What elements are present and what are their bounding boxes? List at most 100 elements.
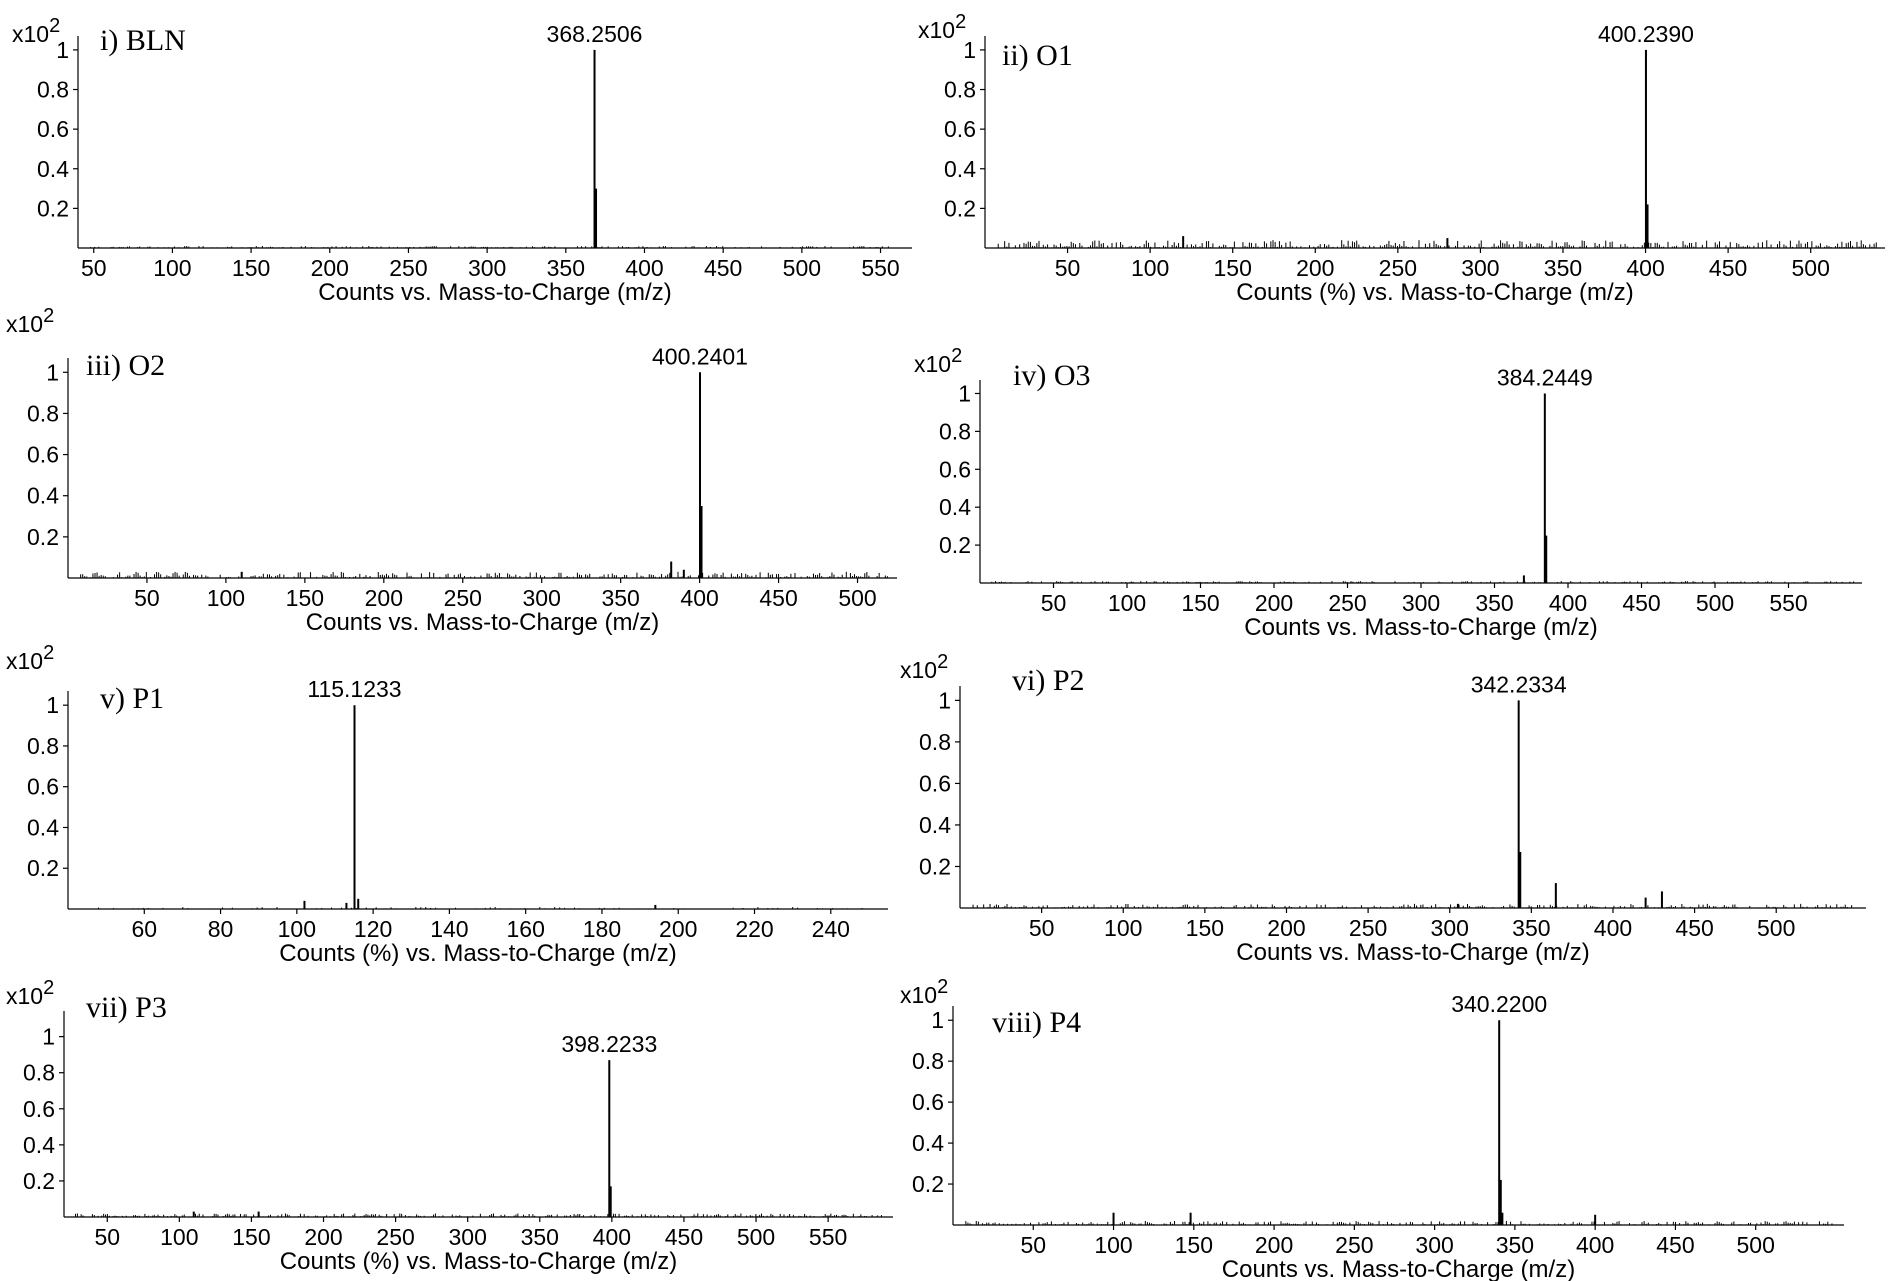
x-tick-label: 550 [861,255,899,281]
x-tick-label: 400 [625,255,663,281]
y-tick-label: 0.8 [919,729,951,755]
x-tick-label: 50 [1055,255,1081,281]
base-peak-label: 398.2233 [561,1031,657,1057]
y-tick-label: 1 [938,687,951,713]
x-tick-label: 300 [523,585,561,611]
panel-label: iv) O3 [1013,359,1091,392]
x-tick-label: 150 [1214,255,1252,281]
x-tick-label: 500 [1696,590,1734,616]
x-tick-label: 400 [1576,1232,1614,1258]
x-tick-label: 250 [444,585,482,611]
y-tick-label: 0.4 [912,1130,944,1156]
y-tick-label: 1 [56,37,69,63]
y-tick-label: 0.4 [37,156,69,182]
x-tick-label: 350 [1475,590,1513,616]
x-tick-label: 140 [430,916,468,942]
y-tick-label: 0.6 [944,116,976,142]
x-tick-label: 300 [1402,590,1440,616]
x-tick-label: 450 [665,1224,703,1250]
base-peak-label: 115.1233 [307,676,401,702]
x-tick-label: 150 [1181,590,1219,616]
noise-peaks [997,240,1877,248]
x-tick-label: 200 [1267,915,1305,941]
noise-peaks [991,581,1855,583]
x-tick-label: 500 [1737,1232,1775,1258]
x-tick-label: 350 [547,255,585,281]
x-tick-label: 450 [1656,1232,1694,1258]
y-tick-label: 0.2 [37,195,69,221]
x-tick-label: 100 [1094,1232,1132,1258]
x-tick-label: 80 [208,916,234,942]
x-tick-label: 250 [1349,915,1387,941]
y-tick-label: 0.8 [37,77,69,103]
y-tick-label: 0.4 [23,1132,55,1158]
x-tick-label: 300 [448,1224,486,1250]
y-tick-label: 0.6 [939,456,971,482]
x-tick-label: 100 [160,1224,198,1250]
x-tick-label: 300 [1431,915,1469,941]
y-scale-label: x102 [6,305,54,337]
x-tick-label: 50 [94,1224,120,1250]
y-tick-label: 0.6 [919,770,951,796]
x-tick-label: 50 [134,585,160,611]
panel-label: ii) O1 [1002,39,1073,72]
x-tick-label: 250 [389,255,427,281]
x-axis-title: Counts vs. Mass-to-Charge (m/z) [1222,1256,1575,1281]
y-tick-label: 0.6 [23,1096,55,1122]
x-tick-label: 300 [468,255,506,281]
y-tick-label: 0.2 [919,853,951,879]
y-tick-label: 0.8 [27,733,59,759]
y-tick-label: 1 [931,1007,944,1033]
x-tick-label: 500 [1792,255,1830,281]
x-tick-label: 500 [838,585,876,611]
panel-label: i) BLN [100,24,186,57]
x-tick-label: 160 [506,916,544,942]
x-axis-title: Counts (%) vs. Mass-to-Charge (m/z) [280,1248,677,1275]
base-peak-label: 340.2200 [1451,991,1547,1017]
x-tick-label: 350 [1496,1232,1534,1258]
x-tick-label: 150 [286,585,324,611]
y-tick-label: 0.6 [37,116,69,142]
panel-label: v) P1 [100,682,164,715]
x-tick-label: 450 [759,585,797,611]
y-tick-label: 0.2 [944,195,976,221]
x-tick-label: 100 [1131,255,1169,281]
y-tick-label: 0.6 [27,774,59,800]
x-tick-label: 120 [354,916,392,942]
x-tick-label: 100 [207,585,245,611]
noise-peaks [90,246,902,248]
y-tick-label: 0.6 [27,442,59,468]
x-tick-label: 550 [1769,590,1807,616]
x-tick-label: 400 [680,585,718,611]
y-scale-label: x102 [900,651,948,683]
y-tick-label: 0.4 [919,812,951,838]
x-tick-label: 180 [583,916,621,942]
noise-peaks [75,1213,882,1217]
x-axis-title: Counts (%) vs. Mass-to-Charge (m/z) [279,940,676,967]
x-tick-label: 500 [737,1224,775,1250]
x-tick-label: 200 [365,585,403,611]
x-tick-label: 50 [81,255,107,281]
x-tick-label: 400 [1594,915,1632,941]
panel-label: vi) P2 [1012,664,1085,697]
y-tick-label: 0.8 [23,1060,55,1086]
y-tick-label: 0.4 [944,156,976,182]
y-tick-label: 0.8 [939,418,971,444]
noise-peaks [972,903,1853,908]
x-tick-label: 350 [601,585,639,611]
base-peak-label: 342.2334 [1471,671,1567,697]
x-tick-label: 200 [304,1224,342,1250]
x-tick-label: 450 [1675,915,1713,941]
y-tick-label: 0.6 [912,1089,944,1115]
x-tick-label: 50 [1029,915,1055,941]
x-tick-label: 150 [232,255,270,281]
x-tick-label: 500 [1757,915,1795,941]
x-tick-label: 220 [735,916,773,942]
y-tick-label: 0.4 [27,483,59,509]
